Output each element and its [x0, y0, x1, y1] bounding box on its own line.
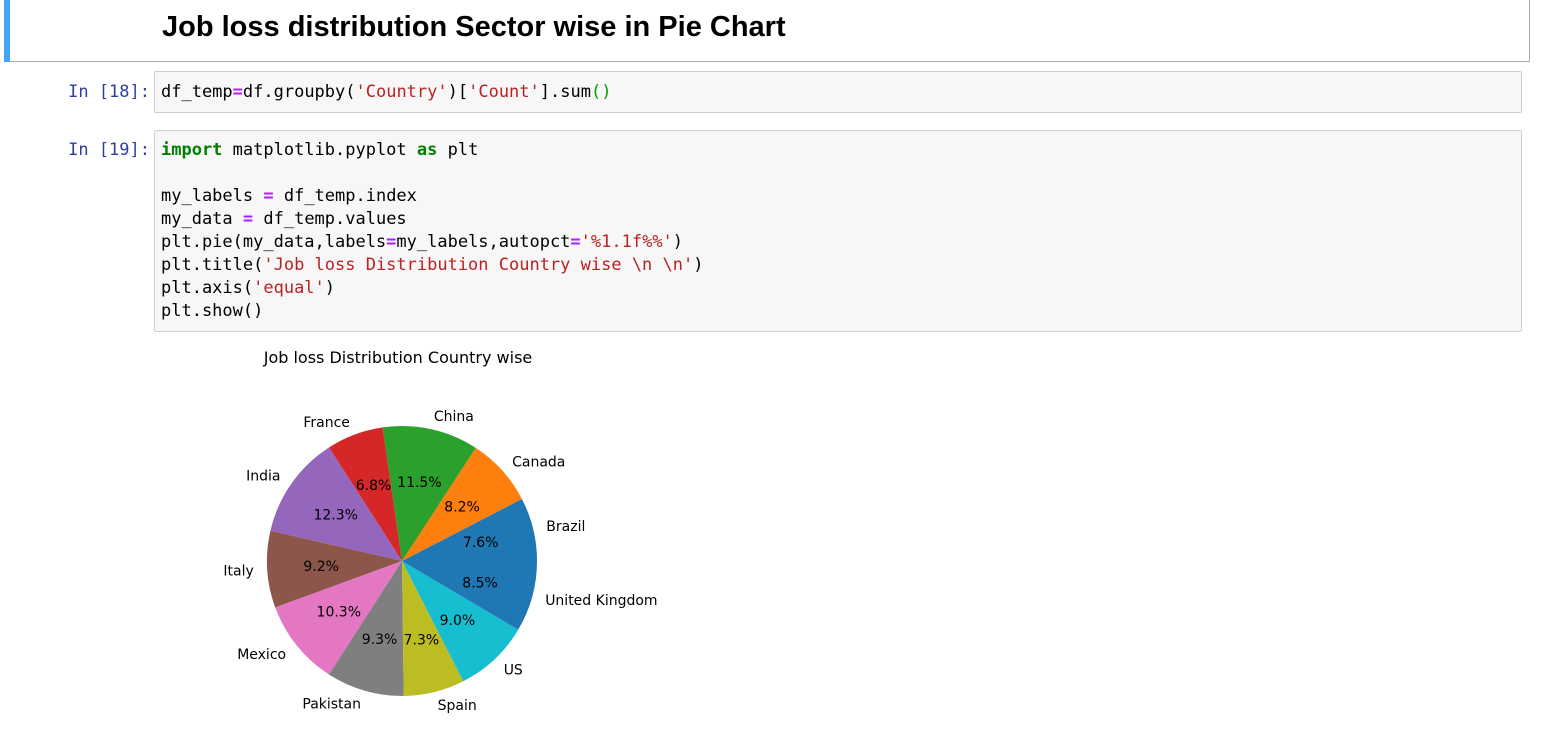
slice-pct-label: 12.3% [313, 507, 357, 523]
code-token: = [263, 186, 274, 206]
slice-pct-label: 9.3% [362, 632, 398, 648]
code-token: plt.title( [161, 255, 264, 275]
code-token: '%1.1f%%' [580, 232, 673, 252]
slice-pct-label: 9.0% [440, 613, 476, 629]
pie-slice-mexico [275, 561, 402, 675]
code-token: df.groupby( [242, 82, 356, 102]
code-token: ].sum [539, 82, 591, 102]
code-cell-19[interactable]: import matplotlib.pyplot as plt my_labels… [154, 130, 1522, 332]
code-token: df_temp.values [253, 209, 407, 229]
code-line [161, 162, 1521, 185]
code-token: 'Count' [468, 82, 540, 102]
code-editor-19[interactable]: import matplotlib.pyplot as plt my_labels… [155, 131, 1521, 323]
code-line: plt.pie(my_data,labels=my_labels,autopct… [161, 231, 1521, 254]
slice-pct-label: 10.3% [317, 605, 361, 621]
slice-label: France [303, 415, 350, 431]
code-cell-18[interactable]: df_temp=df.groupby('Country')['Count'].s… [154, 71, 1522, 113]
slice-pct-label: 7.6% [463, 535, 499, 551]
code-line: plt.title('Job loss Distribution Country… [161, 254, 1521, 277]
slice-label: Canada [512, 454, 565, 470]
code-token: 'Country' [355, 82, 448, 102]
code-token: my_data [161, 209, 243, 229]
code-token: as [416, 140, 438, 160]
pie-chart: Job loss Distribution Country wise Brazi… [223, 348, 657, 714]
code-line: my_data = df_temp.values [161, 208, 1521, 231]
code-line: import matplotlib.pyplot as plt [161, 139, 1521, 162]
slice-label: Pakistan [302, 697, 361, 713]
markdown-heading: Job loss distribution Sector wise in Pie… [162, 11, 786, 43]
pie-slice-us [402, 561, 519, 682]
markdown-cell[interactable]: Job loss distribution Sector wise in Pie… [4, 0, 1530, 62]
pie-slice-spain [402, 561, 464, 696]
cell-output-19: Job loss Distribution Country wise Brazi… [154, 338, 714, 738]
pie-slice-china [382, 426, 476, 561]
slice-label: Mexico [237, 647, 286, 663]
chart-title: Job loss Distribution Country wise [263, 348, 533, 367]
code-token: df_temp.index [273, 186, 417, 206]
code-line: plt.axis('equal') [161, 277, 1521, 300]
code-token: () [590, 82, 612, 102]
code-token: plt [437, 140, 479, 160]
code-token: 'Job loss Distribution Country wise \n \… [263, 255, 694, 275]
code-token: = [242, 209, 254, 229]
code-token: ) [324, 278, 336, 298]
slice-pct-label: 9.2% [303, 559, 339, 575]
pie-slice-italy [266, 530, 402, 608]
cell-prompt-19: In [19]: [68, 140, 150, 160]
slice-label: Spain [438, 698, 477, 714]
cell-selection-bar [4, 0, 10, 62]
code-token: df_temp [161, 82, 233, 102]
code-line: plt.show() [161, 300, 1521, 323]
pie-slice-pakistan [328, 561, 404, 697]
pie-slice-united-kingdom [402, 561, 537, 630]
code-line: my_labels = df_temp.index [161, 185, 1521, 208]
code-editor-18[interactable]: df_temp=df.groupby('Country')['Count'].s… [155, 72, 1521, 104]
code-token: = [232, 82, 243, 102]
cell-prompt-18: In [18]: [68, 82, 150, 102]
slice-label: Italy [223, 563, 253, 579]
code-token: 'equal' [253, 278, 325, 298]
slice-pct-label: 8.2% [444, 500, 480, 516]
code-token: plt.pie(my_data,labels [161, 232, 387, 252]
code-token: = [386, 232, 397, 252]
slice-pct-label: 6.8% [356, 478, 392, 494]
code-token: ) [672, 232, 684, 252]
code-token: my_labels,autopct [396, 232, 571, 252]
code-token: matplotlib.pyplot [222, 140, 417, 160]
slice-label: China [434, 409, 474, 425]
code-token: my_labels [161, 186, 264, 206]
slice-pct-label: 11.5% [397, 475, 441, 491]
slice-label: US [504, 662, 523, 678]
pie-slice-france [328, 427, 402, 561]
slice-label: United Kingdom [545, 593, 657, 609]
pie-slice-brazil [402, 498, 537, 561]
pie-slice-canada [402, 447, 522, 561]
slice-label: Brazil [546, 519, 585, 535]
code-token: ) [693, 255, 704, 275]
code-token: = [570, 232, 581, 252]
slice-pct-label: 8.5% [462, 575, 498, 591]
code-token: import [161, 140, 223, 160]
code-token: plt.show() [161, 301, 264, 321]
pie-slice-india [270, 447, 402, 561]
slice-label: India [246, 469, 280, 485]
code-token: plt.axis( [161, 278, 254, 298]
slice-pct-label: 7.3% [404, 633, 440, 649]
code-token: )[ [447, 82, 469, 102]
